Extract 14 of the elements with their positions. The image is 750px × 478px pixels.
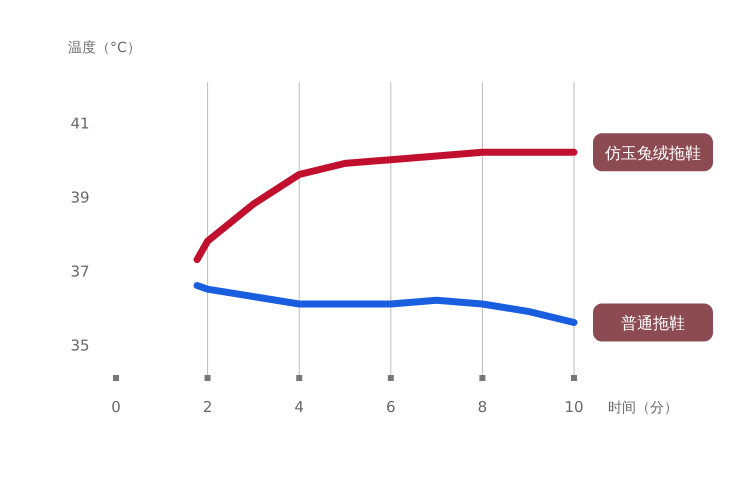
series-label: 仿玉兔绒拖鞋 xyxy=(604,143,701,162)
y-tick-label: 37 xyxy=(70,262,90,281)
x-tick-label: 2 xyxy=(202,398,212,416)
y-tick-label: 39 xyxy=(70,188,90,207)
x-tick-label: 6 xyxy=(386,398,396,416)
y-tick-label: 41 xyxy=(70,114,90,133)
x-tick-label: 0 xyxy=(111,398,121,416)
y-tick-label: 35 xyxy=(70,336,90,355)
x-tick-label: 10 xyxy=(564,398,584,416)
y-axis-title: 温度（°C） xyxy=(68,40,141,56)
x-axis-title: 时间（分） xyxy=(608,400,678,416)
text: 普通拖鞋 xyxy=(621,314,685,332)
x-tick-label: 8 xyxy=(478,398,488,416)
x-tick-label: 4 xyxy=(294,398,304,416)
